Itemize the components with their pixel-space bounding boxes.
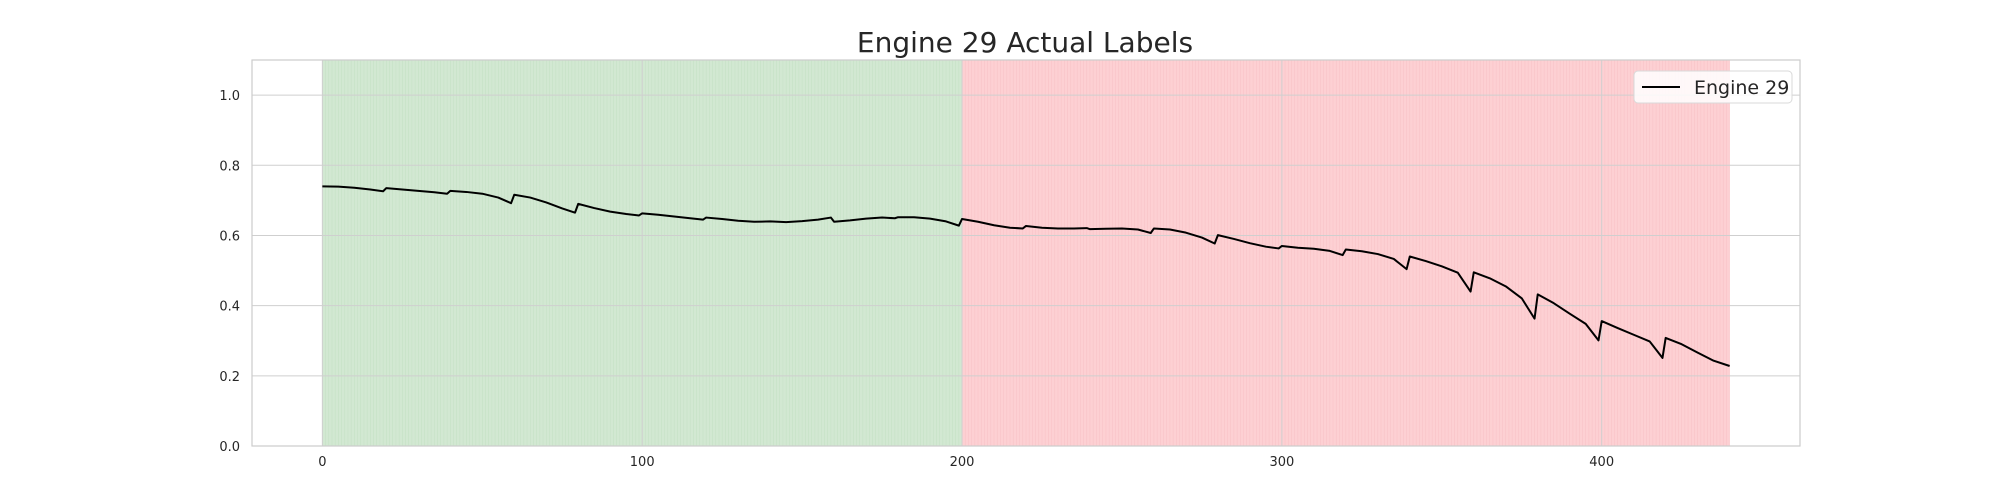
x-tick-label: 300 bbox=[1269, 455, 1294, 470]
legend-box bbox=[1633, 70, 1793, 104]
axes-frame bbox=[251, 59, 1801, 447]
chart-title: Engine 29 Actual Labels bbox=[857, 26, 1193, 59]
legend: Engine 29 bbox=[1633, 70, 1793, 104]
y-tick-label: 0.2 bbox=[219, 370, 240, 385]
x-tick-label: 200 bbox=[950, 455, 975, 470]
region-hatch-1 bbox=[961, 60, 1730, 446]
x-tick-label: 0 bbox=[318, 455, 326, 470]
region-hatch-0 bbox=[322, 60, 963, 446]
legend-label: Engine 29 bbox=[1694, 77, 1789, 99]
y-tick-label: 0.6 bbox=[219, 229, 240, 244]
x-tick-label: 100 bbox=[630, 455, 655, 470]
y-tick-label: 0.0 bbox=[219, 440, 240, 455]
x-tick-label: 400 bbox=[1589, 455, 1614, 470]
y-tick-label: 0.8 bbox=[219, 159, 240, 174]
y-tick-label: 0.4 bbox=[219, 300, 240, 315]
plot-area: 0.0 0.2 0.4 0.6 0.8 1.0 0 100 200 300 400 Engine 29 bbox=[219, 59, 1801, 470]
series-line-0 bbox=[322, 185, 1730, 367]
y-tick-label: 1.0 bbox=[219, 89, 240, 104]
